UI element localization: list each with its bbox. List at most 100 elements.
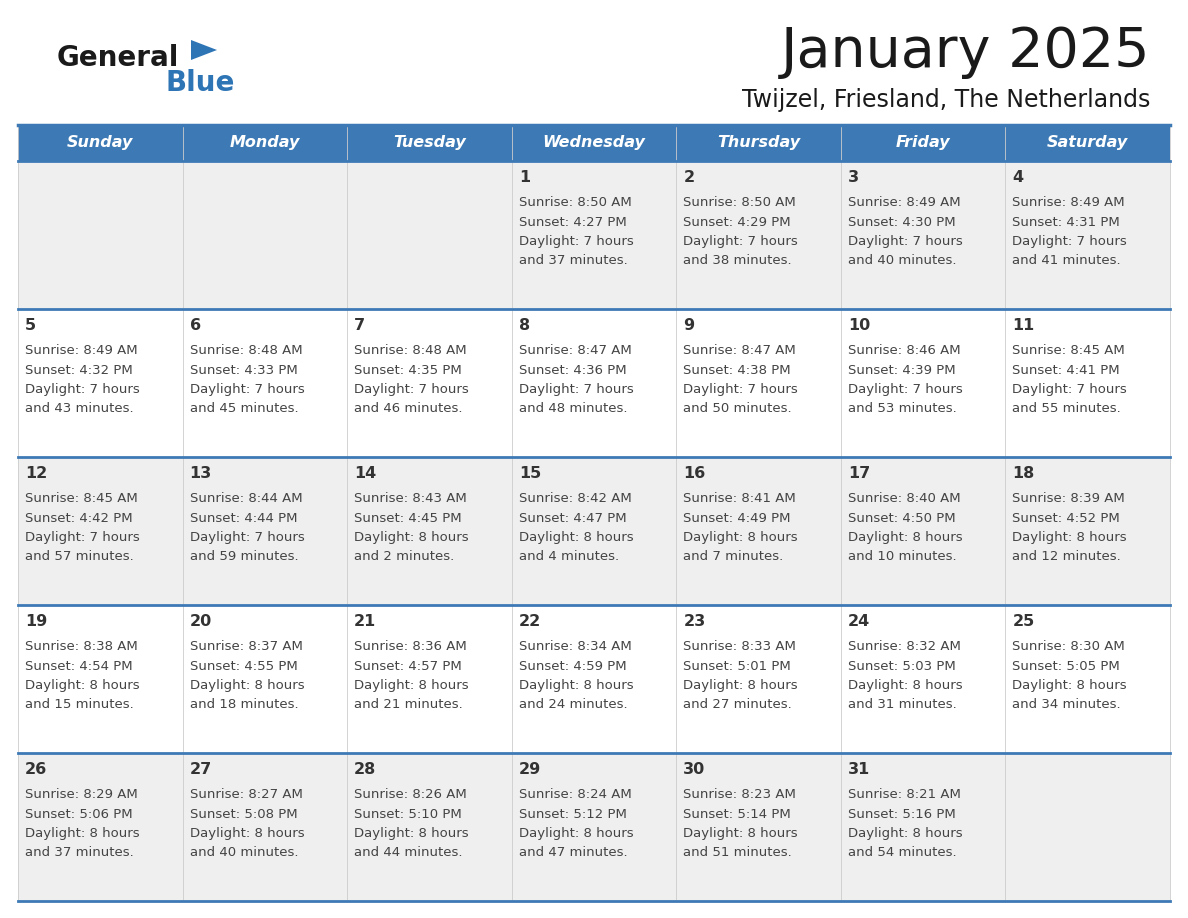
Text: Sunset: 5:14 PM: Sunset: 5:14 PM <box>683 808 791 821</box>
Text: 29: 29 <box>519 762 541 777</box>
Bar <box>18 309 1170 457</box>
Text: Sunrise: 8:41 AM: Sunrise: 8:41 AM <box>683 492 796 506</box>
Text: 13: 13 <box>190 465 211 480</box>
Text: 21: 21 <box>354 613 377 629</box>
Text: and 59 minutes.: and 59 minutes. <box>190 550 298 563</box>
Text: Daylight: 8 hours: Daylight: 8 hours <box>683 826 798 839</box>
Text: Sunrise: 8:47 AM: Sunrise: 8:47 AM <box>519 344 632 357</box>
Text: 9: 9 <box>683 318 695 332</box>
Text: Sunset: 4:39 PM: Sunset: 4:39 PM <box>848 364 955 376</box>
Text: Daylight: 8 hours: Daylight: 8 hours <box>519 531 633 543</box>
Text: 27: 27 <box>190 762 211 777</box>
Text: 17: 17 <box>848 465 870 480</box>
Text: Sunset: 4:32 PM: Sunset: 4:32 PM <box>25 364 133 376</box>
Text: 15: 15 <box>519 465 541 480</box>
Text: Sunset: 4:54 PM: Sunset: 4:54 PM <box>25 659 133 673</box>
Text: Daylight: 7 hours: Daylight: 7 hours <box>848 383 962 396</box>
Text: Daylight: 7 hours: Daylight: 7 hours <box>519 383 633 396</box>
Text: and 45 minutes.: and 45 minutes. <box>190 401 298 415</box>
Text: Sunrise: 8:50 AM: Sunrise: 8:50 AM <box>683 196 796 209</box>
Text: Sunrise: 8:47 AM: Sunrise: 8:47 AM <box>683 344 796 357</box>
Text: Sunrise: 8:24 AM: Sunrise: 8:24 AM <box>519 789 632 801</box>
Text: 1: 1 <box>519 170 530 185</box>
Text: Daylight: 7 hours: Daylight: 7 hours <box>354 383 469 396</box>
Text: Sunrise: 8:48 AM: Sunrise: 8:48 AM <box>354 344 467 357</box>
Text: Sunrise: 8:49 AM: Sunrise: 8:49 AM <box>848 196 960 209</box>
Text: Sunrise: 8:34 AM: Sunrise: 8:34 AM <box>519 641 632 654</box>
Text: Twijzel, Friesland, The Netherlands: Twijzel, Friesland, The Netherlands <box>741 88 1150 112</box>
Text: Sunset: 4:57 PM: Sunset: 4:57 PM <box>354 659 462 673</box>
Text: and 15 minutes.: and 15 minutes. <box>25 698 134 711</box>
Text: Sunset: 4:38 PM: Sunset: 4:38 PM <box>683 364 791 376</box>
Text: Sunrise: 8:38 AM: Sunrise: 8:38 AM <box>25 641 138 654</box>
Text: Sunset: 5:10 PM: Sunset: 5:10 PM <box>354 808 462 821</box>
Text: Daylight: 8 hours: Daylight: 8 hours <box>848 531 962 543</box>
Text: and 2 minutes.: and 2 minutes. <box>354 550 454 563</box>
Text: Sunrise: 8:48 AM: Sunrise: 8:48 AM <box>190 344 302 357</box>
Text: and 44 minutes.: and 44 minutes. <box>354 845 462 858</box>
Text: Sunrise: 8:44 AM: Sunrise: 8:44 AM <box>190 492 302 506</box>
Text: and 4 minutes.: and 4 minutes. <box>519 550 619 563</box>
Text: and 43 minutes.: and 43 minutes. <box>25 401 133 415</box>
Text: Daylight: 7 hours: Daylight: 7 hours <box>25 531 140 543</box>
Text: and 53 minutes.: and 53 minutes. <box>848 401 956 415</box>
Text: Sunrise: 8:45 AM: Sunrise: 8:45 AM <box>1012 344 1125 357</box>
Text: Daylight: 8 hours: Daylight: 8 hours <box>848 826 962 839</box>
Text: Daylight: 8 hours: Daylight: 8 hours <box>190 678 304 691</box>
Text: 4: 4 <box>1012 170 1024 185</box>
Text: and 34 minutes.: and 34 minutes. <box>1012 698 1121 711</box>
Text: Daylight: 7 hours: Daylight: 7 hours <box>190 531 304 543</box>
Text: Friday: Friday <box>896 136 950 151</box>
Text: Sunset: 4:35 PM: Sunset: 4:35 PM <box>354 364 462 376</box>
Text: Sunrise: 8:43 AM: Sunrise: 8:43 AM <box>354 492 467 506</box>
Text: 24: 24 <box>848 613 870 629</box>
Text: Sunset: 5:16 PM: Sunset: 5:16 PM <box>848 808 955 821</box>
Text: Daylight: 8 hours: Daylight: 8 hours <box>354 826 469 839</box>
Text: Sunset: 5:06 PM: Sunset: 5:06 PM <box>25 808 133 821</box>
Text: Sunset: 4:29 PM: Sunset: 4:29 PM <box>683 216 791 229</box>
Text: 14: 14 <box>354 465 377 480</box>
Text: Sunrise: 8:27 AM: Sunrise: 8:27 AM <box>190 789 303 801</box>
Text: 23: 23 <box>683 613 706 629</box>
Text: Daylight: 8 hours: Daylight: 8 hours <box>354 531 469 543</box>
Text: Sunset: 4:50 PM: Sunset: 4:50 PM <box>848 511 955 524</box>
Text: Sunrise: 8:33 AM: Sunrise: 8:33 AM <box>683 641 796 654</box>
Bar <box>18 753 1170 901</box>
Text: Sunset: 4:59 PM: Sunset: 4:59 PM <box>519 659 626 673</box>
Text: 11: 11 <box>1012 318 1035 332</box>
Text: 18: 18 <box>1012 465 1035 480</box>
Text: Sunrise: 8:39 AM: Sunrise: 8:39 AM <box>1012 492 1125 506</box>
Text: Sunset: 5:03 PM: Sunset: 5:03 PM <box>848 659 955 673</box>
Text: Tuesday: Tuesday <box>393 136 466 151</box>
Text: and 18 minutes.: and 18 minutes. <box>190 698 298 711</box>
Text: Daylight: 7 hours: Daylight: 7 hours <box>1012 383 1127 396</box>
Text: Daylight: 8 hours: Daylight: 8 hours <box>683 678 798 691</box>
Text: Daylight: 7 hours: Daylight: 7 hours <box>1012 234 1127 248</box>
Text: Sunset: 4:49 PM: Sunset: 4:49 PM <box>683 511 791 524</box>
Text: Sunrise: 8:23 AM: Sunrise: 8:23 AM <box>683 789 796 801</box>
Text: Sunset: 4:45 PM: Sunset: 4:45 PM <box>354 511 462 524</box>
Text: Sunset: 4:33 PM: Sunset: 4:33 PM <box>190 364 297 376</box>
Text: and 50 minutes.: and 50 minutes. <box>683 401 792 415</box>
Text: Sunset: 4:31 PM: Sunset: 4:31 PM <box>1012 216 1120 229</box>
Text: Sunrise: 8:36 AM: Sunrise: 8:36 AM <box>354 641 467 654</box>
Text: 8: 8 <box>519 318 530 332</box>
Text: Sunrise: 8:21 AM: Sunrise: 8:21 AM <box>848 789 961 801</box>
Text: and 46 minutes.: and 46 minutes. <box>354 401 462 415</box>
Text: Blue: Blue <box>165 69 234 97</box>
Text: Daylight: 8 hours: Daylight: 8 hours <box>519 826 633 839</box>
Text: Sunset: 4:52 PM: Sunset: 4:52 PM <box>1012 511 1120 524</box>
Text: and 10 minutes.: and 10 minutes. <box>848 550 956 563</box>
Bar <box>18 125 1170 161</box>
Text: Daylight: 8 hours: Daylight: 8 hours <box>519 678 633 691</box>
Text: 3: 3 <box>848 170 859 185</box>
Text: 16: 16 <box>683 465 706 480</box>
Text: 2: 2 <box>683 170 695 185</box>
Text: General: General <box>57 44 179 72</box>
Text: 31: 31 <box>848 762 870 777</box>
Text: 22: 22 <box>519 613 541 629</box>
Text: Sunrise: 8:50 AM: Sunrise: 8:50 AM <box>519 196 632 209</box>
Text: Sunrise: 8:29 AM: Sunrise: 8:29 AM <box>25 789 138 801</box>
Text: Sunrise: 8:45 AM: Sunrise: 8:45 AM <box>25 492 138 506</box>
Text: Daylight: 8 hours: Daylight: 8 hours <box>354 678 469 691</box>
